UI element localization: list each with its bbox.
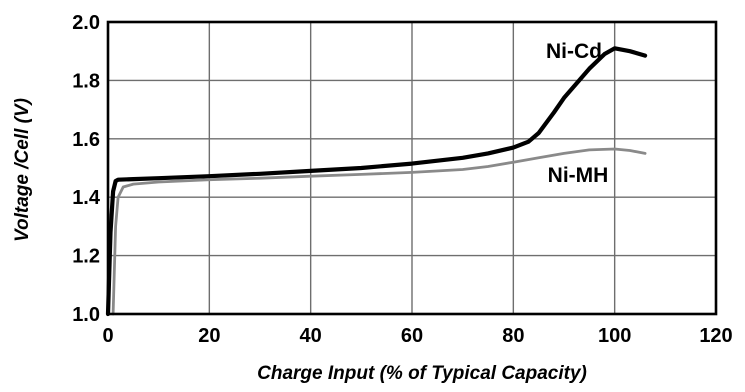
x-tick-label-60: 60: [401, 325, 423, 347]
series-label-ni-mh: Ni-MH: [548, 164, 609, 187]
x-tick-label-0: 0: [102, 325, 113, 347]
y-tick-label-2.0: 2.0: [72, 12, 100, 34]
x-tick-label-40: 40: [300, 325, 322, 347]
x-tick-label-120: 120: [699, 325, 732, 347]
series-label-ni-cd: Ni-Cd: [546, 40, 602, 63]
x-tick-label-100: 100: [598, 325, 631, 347]
series-line-ni-mh: [111, 147, 647, 316]
y-tick-label-1.0: 1.0: [72, 304, 100, 326]
x-tick-label-20: 20: [198, 325, 220, 347]
y-tick-label-1.6: 1.6: [72, 129, 100, 151]
tick-layer: 0 20 40 60 80 100 120 1.0 1.2 1.4 1.6 1.8 2.0: [72, 12, 733, 347]
y-tick-label-1.4: 1.4: [72, 187, 101, 209]
grid-layer: [108, 22, 716, 314]
x-tick-label-80: 80: [502, 325, 524, 347]
label-layer: Ni-Cd Ni-MH: [546, 40, 608, 187]
series-line-ni-cd: [105, 46, 648, 317]
x-axis-title: Charge Input (% of Typical Capacity): [257, 363, 587, 384]
y-axis-title: Voltage /Cell (V): [12, 98, 33, 242]
plot-frame: [106, 20, 718, 316]
y-tick-label-1.2: 1.2: [72, 246, 100, 268]
series-layer: [105, 46, 648, 317]
y-tick-label-1.8: 1.8: [72, 70, 100, 92]
